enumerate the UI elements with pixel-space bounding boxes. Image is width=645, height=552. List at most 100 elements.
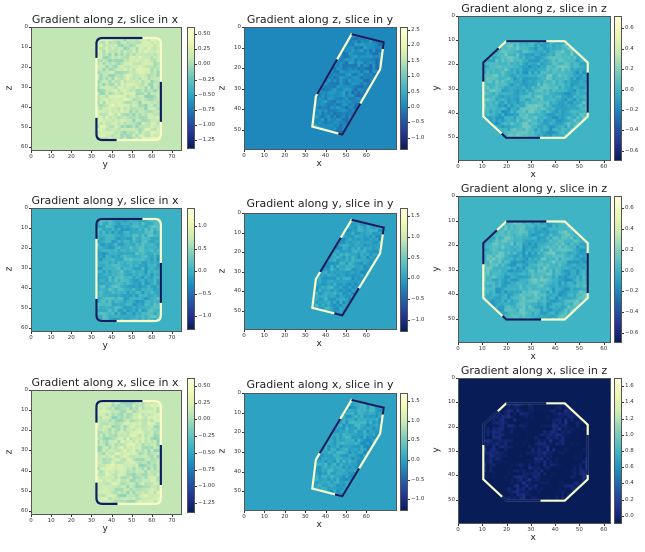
colorbar-tick-label: 0.2 (625, 246, 634, 253)
colorbar-tick-mark (622, 311, 624, 313)
x-axis-label: y (102, 524, 108, 534)
colorbar-tick-mark (408, 420, 410, 422)
x-tick-label: 10 (478, 527, 486, 533)
x-tick-label: 0 (29, 154, 33, 160)
y-tick-mark (29, 127, 31, 128)
y-tick-label: 30 (21, 447, 28, 454)
y-tick-mark (456, 499, 458, 501)
heatmap-image (458, 16, 611, 161)
heatmap-svg (245, 28, 396, 149)
colorbar-tick-label: 1.6 (625, 383, 634, 390)
colorbar-tick-label: 1.0 (411, 73, 420, 80)
chart-title: Gradient along x, slice in y (246, 378, 394, 391)
chart-title: Gradient along y, slice in y (246, 197, 394, 210)
y-tick-label: 60 (21, 144, 28, 150)
colorbar-tick-label: −0.75 (198, 106, 215, 113)
x-tick-label: 40 (551, 346, 559, 352)
heatmap-svg (245, 394, 396, 510)
x-tick-label: 50 (342, 333, 350, 339)
colorbar-tick-mark (622, 48, 624, 50)
chart-title: Gradient along z, slice in x (31, 13, 179, 26)
x-tick-label: 20 (67, 335, 75, 341)
x-tick-label: 0 (242, 333, 246, 339)
colorbar-tick-mark (195, 94, 197, 96)
x-tick-label: 60 (148, 154, 156, 160)
x-tick-mark (579, 343, 581, 345)
y-tick-label: 0 (237, 390, 242, 396)
colorbar-tick-label: 1.4 (625, 399, 634, 406)
colorbar-tick-label: −0.50 (198, 449, 215, 456)
colorbar-tick-mark (622, 130, 624, 132)
heatmap-image (31, 27, 182, 151)
x-tick-mark (284, 150, 286, 152)
x-tick-label: 0 (242, 514, 246, 520)
colorbar-tick-mark (195, 469, 197, 471)
heatmap-object (96, 38, 161, 140)
colorbar (187, 208, 195, 330)
x-tick-mark (244, 330, 245, 332)
y-tick-label: 0 (451, 193, 456, 199)
x-tick-mark (91, 515, 93, 517)
colorbar-tick-mark (622, 515, 624, 517)
colorbar-tick-mark (195, 64, 197, 66)
x-tick-mark (530, 524, 532, 526)
y-tick-label: 10 (448, 217, 455, 224)
y-tick-label: 20 (21, 64, 28, 70)
heatmap-object (96, 401, 161, 504)
colorbar-tick-label: −0.50 (198, 91, 215, 98)
colorbar-tick-mark (408, 45, 410, 47)
colorbar-tick-label: 0.25 (198, 399, 211, 406)
chart-title: Gradient along x, slice in z (460, 364, 608, 377)
y-tick-label: 50 (234, 488, 241, 495)
x-tick-mark (482, 343, 484, 345)
x-tick-mark (244, 511, 245, 513)
edge-shadow (95, 36, 162, 142)
y-axis-label: y (431, 447, 442, 453)
x-tick-label: 0 (456, 164, 460, 170)
edge-shadow (311, 398, 385, 498)
y-tick-mark (456, 402, 458, 404)
y-tick-label: 30 (448, 85, 455, 92)
y-tick-label: 40 (448, 472, 455, 479)
y-tick-mark (29, 490, 31, 492)
colorbar-tick-label: 2.5 (411, 27, 420, 34)
y-tick-mark (242, 252, 244, 253)
colorbar-tick-label: 1.5 (411, 397, 420, 404)
x-tick-mark (151, 151, 153, 153)
colorbar-tick-mark (408, 30, 410, 32)
y-tick-mark (29, 510, 31, 512)
colorbar-tick-label: −0.6 (625, 329, 639, 336)
y-tick-label: 40 (234, 288, 241, 294)
x-tick-label: 40 (551, 164, 559, 170)
x-tick-label: 60 (362, 153, 370, 159)
colorbar-tick-mark (408, 76, 410, 78)
y-tick-label: 0 (24, 205, 29, 211)
y-tick-label: 0 (237, 210, 242, 216)
y-tick-mark (242, 452, 244, 453)
colorbar-tick-mark (195, 248, 197, 250)
y-tick-mark (242, 213, 244, 214)
colorbar-tick-mark (622, 89, 624, 91)
x-tick-label: 10 (260, 153, 268, 159)
y-tick-label: 50 (234, 126, 241, 133)
colorbar-tick-label: −0.2 (625, 288, 639, 295)
x-tick-mark (482, 161, 484, 163)
colorbar-tick-label: 0.4 (625, 480, 634, 487)
y-tick-mark (456, 196, 458, 197)
y-tick-label: 50 (21, 124, 28, 130)
colorbar-tick-label: 0.8 (625, 448, 634, 454)
colorbar-tick-label: 2.0 (411, 42, 420, 49)
x-tick-mark (325, 150, 327, 152)
chart-title: Gradient along x, slice in x (31, 376, 179, 389)
y-tick-mark (29, 390, 31, 391)
x-tick-label: 60 (148, 335, 156, 341)
colorbar-tick-mark (622, 386, 624, 388)
x-tick-mark (506, 343, 508, 345)
x-tick-mark (603, 161, 605, 163)
colorbar-tick-mark (195, 436, 197, 438)
heatmap-image (31, 390, 182, 515)
colorbar-tick-label: −0.75 (198, 466, 215, 473)
x-tick-mark (71, 515, 73, 517)
y-tick-label: 10 (234, 409, 241, 416)
x-axis-label: x (316, 520, 322, 530)
